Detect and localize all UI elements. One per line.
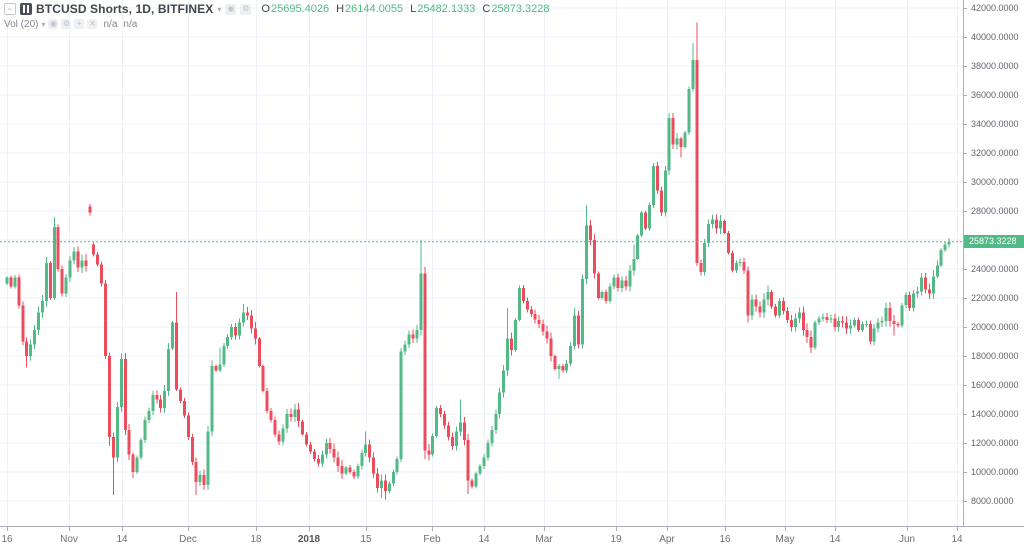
gear-icon[interactable]: ⚙ bbox=[240, 3, 252, 15]
open-value: O25695.4026 bbox=[261, 3, 330, 15]
symbol-title[interactable]: BTCUSD Shorts, 1D, BITFINEX bbox=[36, 2, 214, 16]
x-axis-tick bbox=[725, 527, 726, 531]
plus-icon[interactable]: + bbox=[74, 19, 85, 29]
y-axis-tick bbox=[964, 298, 967, 299]
x-axis-tick bbox=[785, 527, 786, 531]
indicator-value: n/a bbox=[123, 18, 138, 30]
time-axis[interactable]: 16 Nov 14 Dec 18 2018 15 Feb 14 Mar 19 Apr 16 May 14 Ju… bbox=[0, 526, 1024, 550]
eye-icon[interactable]: ◉ bbox=[225, 3, 237, 15]
x-axis-label: Apr bbox=[659, 534, 675, 545]
y-axis-tick bbox=[964, 356, 967, 357]
x-axis-label: 14 bbox=[478, 534, 490, 545]
gridlines bbox=[0, 0, 963, 526]
y-axis-label: 20000.0000 bbox=[971, 322, 1019, 332]
y-axis-label: 18000.0000 bbox=[971, 351, 1019, 361]
chevron-down-icon[interactable]: ▾ bbox=[217, 4, 222, 14]
x-axis-label: Jun bbox=[898, 534, 916, 545]
x-axis-tick bbox=[122, 527, 123, 531]
y-axis-tick bbox=[964, 153, 967, 154]
x-axis-tick bbox=[69, 527, 70, 531]
y-axis-label: 38000.0000 bbox=[971, 61, 1019, 71]
x-axis-label: May bbox=[775, 534, 795, 545]
candles bbox=[5, 22, 951, 500]
current-price-label: 25873.3228 bbox=[964, 235, 1024, 248]
high-value: H26144.0055 bbox=[336, 3, 404, 15]
y-axis-label: 40000.0000 bbox=[971, 32, 1019, 42]
x-axis-tick bbox=[835, 527, 836, 531]
y-axis-tick bbox=[964, 211, 967, 212]
x-axis-tick bbox=[256, 527, 257, 531]
x-axis-label: 16 bbox=[1, 534, 13, 545]
candlestick-series-icon[interactable] bbox=[20, 3, 32, 15]
y-axis-tick bbox=[964, 95, 967, 96]
y-axis-tick bbox=[964, 501, 967, 502]
chevron-down-icon[interactable]: ▾ bbox=[41, 19, 46, 29]
y-axis-label: 42000.0000 bbox=[971, 3, 1019, 13]
x-axis-label: 14 bbox=[116, 534, 128, 545]
y-axis-tick bbox=[964, 385, 967, 386]
x-axis-label: Mar bbox=[535, 534, 553, 545]
y-axis-label: 8000.0000 bbox=[971, 496, 1014, 506]
low-value: L25482.1333 bbox=[410, 3, 476, 15]
y-axis-tick bbox=[964, 443, 967, 444]
x-axis-tick bbox=[188, 527, 189, 531]
indicator-value: n/a bbox=[103, 18, 118, 30]
y-axis-tick bbox=[964, 182, 967, 183]
x-axis-label: 19 bbox=[610, 534, 622, 545]
x-axis-label: 2018 bbox=[297, 534, 321, 545]
x-axis-label: 18 bbox=[250, 534, 262, 545]
x-axis-tick bbox=[957, 527, 958, 531]
y-axis-label: 24000.0000 bbox=[971, 264, 1019, 274]
ohlc-values: O25695.4026 H26144.0055 L25482.1333 C258… bbox=[261, 3, 549, 15]
x-axis-tick bbox=[544, 527, 545, 531]
indicator-row: Vol (20) ▾ ◉ ⚙ + ✕ n/a n/a bbox=[4, 18, 550, 30]
x-axis-tick bbox=[667, 527, 668, 531]
y-axis-label: 10000.0000 bbox=[971, 467, 1019, 477]
symbol-row: − BTCUSD Shorts, 1D, BITFINEX ▾ ◉ ⚙ O256… bbox=[4, 2, 550, 16]
x-axis-label: 14 bbox=[829, 534, 841, 545]
y-axis-tick bbox=[964, 37, 967, 38]
x-axis-tick bbox=[366, 527, 367, 531]
x-axis-label: 14 bbox=[951, 534, 963, 545]
close-icon[interactable]: ✕ bbox=[87, 19, 98, 29]
price-axis[interactable]: 42000.0000 40000.0000 38000.0000 36000.0000… bbox=[963, 0, 1024, 526]
y-axis-tick bbox=[964, 66, 967, 67]
x-axis-tick bbox=[309, 527, 310, 531]
x-axis-label: Dec bbox=[179, 534, 197, 545]
y-axis-label: 22000.0000 bbox=[971, 293, 1019, 303]
chart-canvas[interactable] bbox=[0, 0, 963, 526]
y-axis-label: 16000.0000 bbox=[971, 380, 1019, 390]
y-axis-label: 32000.0000 bbox=[971, 148, 1019, 158]
y-axis-tick bbox=[964, 269, 967, 270]
y-axis-tick bbox=[964, 472, 967, 473]
y-axis-label: 36000.0000 bbox=[971, 90, 1019, 100]
x-axis-tick bbox=[616, 527, 617, 531]
y-axis-tick bbox=[964, 414, 967, 415]
y-axis-label: 34000.0000 bbox=[971, 119, 1019, 129]
x-axis-tick bbox=[907, 527, 908, 531]
legend: − BTCUSD Shorts, 1D, BITFINEX ▾ ◉ ⚙ O256… bbox=[4, 2, 550, 30]
y-axis-label: 28000.0000 bbox=[971, 206, 1019, 216]
x-axis-label: Nov bbox=[60, 534, 78, 545]
y-axis-tick bbox=[964, 8, 967, 9]
x-axis-tick bbox=[484, 527, 485, 531]
close-value: C25873.3228 bbox=[482, 3, 550, 15]
x-axis-tick bbox=[7, 527, 8, 531]
x-axis-tick bbox=[432, 527, 433, 531]
x-axis-label: 15 bbox=[360, 534, 372, 545]
y-axis-label: 14000.0000 bbox=[971, 409, 1019, 419]
eye-icon[interactable]: ◉ bbox=[48, 19, 59, 29]
y-axis-tick bbox=[964, 327, 967, 328]
indicator-label[interactable]: Vol (20) bbox=[4, 18, 39, 30]
collapse-button[interactable]: − bbox=[4, 3, 16, 15]
x-axis-label: Feb bbox=[423, 534, 441, 545]
y-axis-tick bbox=[964, 124, 967, 125]
x-axis-label: 16 bbox=[719, 534, 731, 545]
y-axis-label: 12000.0000 bbox=[971, 438, 1019, 448]
gear-icon[interactable]: ⚙ bbox=[61, 19, 72, 29]
y-axis-label: 30000.0000 bbox=[971, 177, 1019, 187]
